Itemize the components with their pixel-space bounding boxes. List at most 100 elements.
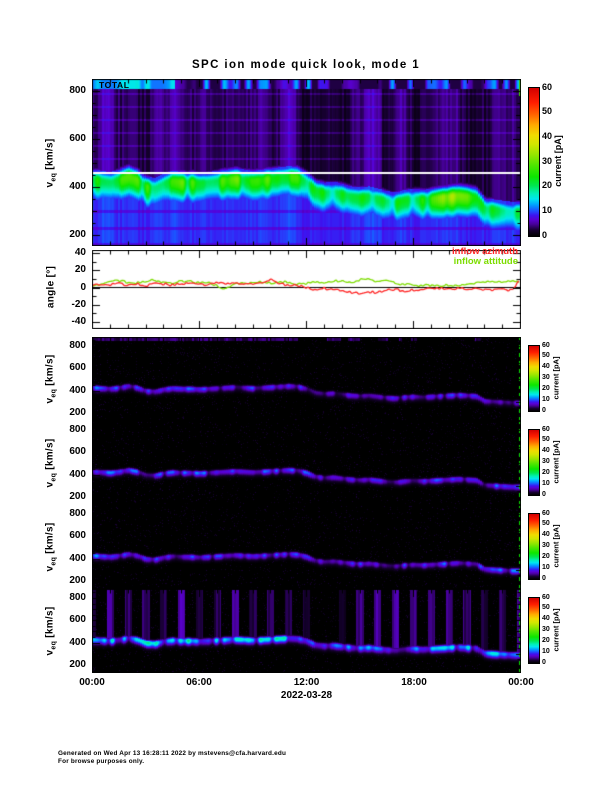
y-axis-label-veq: veq [km/s] (45, 439, 58, 488)
colorbar (528, 597, 540, 664)
y-axis-tick-label: 400 (69, 552, 86, 564)
angle-axis-tick-label: -40 (71, 316, 86, 327)
page-title: SPC ion mode quick look, mode 1 (191, 59, 421, 71)
colorbar (528, 87, 540, 237)
colorbar-tick-label: 40 (542, 447, 550, 455)
ylabel-sub: eq (50, 172, 58, 182)
colorbar-tick-label: 60 (542, 341, 550, 349)
colorbar-tick-label: 30 (542, 542, 550, 549)
y-axis-tick-label: 600 (69, 446, 86, 458)
ylabel-unit: [km/s] (44, 522, 56, 557)
angle-axis-tick-label: 20 (74, 264, 86, 276)
colorbar-tick-label: 40 (542, 130, 553, 141)
ylabel-sub: eq (50, 388, 58, 398)
y-axis-tick-label: 800 (69, 339, 86, 351)
panel-label-total: TOTAL (99, 80, 130, 90)
spectrogram-ion4-canvas (92, 589, 521, 673)
colorbar-tick-label: 60 (542, 425, 550, 433)
y-axis-tick-label: 200 (69, 406, 86, 418)
spectrogram-total-canvas (92, 79, 521, 246)
ylabel-unit: [km/s] (44, 606, 56, 641)
colorbar-label: current [pA] (553, 135, 563, 187)
ylabel-v: v (44, 397, 56, 404)
y-axis-tick-label: 200 (69, 658, 86, 670)
colorbar-tick-label: 40 (542, 615, 550, 623)
colorbar-tick-label: 20 (542, 636, 550, 644)
colorbar-tick-label: 50 (542, 436, 550, 444)
angle-axis-tick-label: 0 (80, 281, 86, 293)
colorbar-label: current [pA] (551, 356, 561, 399)
angle-axis-tick-label: 40 (74, 247, 86, 258)
footer-browse-line: For browse purposes only. (58, 757, 145, 765)
spectrogram-ion3-canvas (92, 505, 521, 589)
colorbar-tick-label: 50 (542, 106, 553, 117)
y-axis-label-veq: veq [km/s] (45, 355, 58, 404)
colorbar-tick-label: 20 (542, 384, 550, 392)
colorbar-tick-label: 50 (542, 352, 550, 360)
colorbar-tick-label: 20 (542, 552, 550, 560)
colorbar-label: current [pA] (551, 524, 561, 567)
colorbar-tick-label: 30 (542, 374, 550, 381)
colorbar-tick-label: 10 (542, 563, 550, 571)
y-axis-tick-label: 800 (69, 507, 86, 519)
colorbar (528, 513, 540, 580)
legend-inflow-azimuth: inflow azimuth (452, 246, 518, 257)
colorbar-tick-label: 60 (542, 593, 550, 601)
spectrogram-ion2-canvas (92, 421, 521, 505)
colorbar-tick-label: 40 (542, 363, 550, 371)
y-axis-tick-label: 600 (69, 133, 86, 145)
y-axis-tick-label: 200 (69, 228, 86, 240)
ylabel-sub: eq (50, 472, 58, 482)
colorbar-tick-label: 30 (542, 626, 550, 633)
spectrogram-ion1-canvas (92, 337, 521, 421)
colorbar-tick-label: 20 (542, 180, 553, 191)
ylabel-unit: [km/s] (44, 138, 56, 173)
ylabel-v: v (44, 649, 56, 656)
colorbar-tick-label: 50 (542, 520, 550, 528)
colorbar-tick-label: 0 (542, 658, 546, 666)
colorbar-tick-label: 10 (542, 647, 550, 655)
inflow-angle-canvas (92, 250, 521, 329)
y-axis-label-veq: veq [km/s] (45, 607, 58, 656)
ylabel-sub: eq (50, 556, 58, 566)
y-axis-tick-label: 800 (69, 423, 86, 435)
y-axis-tick-label: 600 (69, 362, 86, 374)
y-axis-label-veq: veq [km/s] (45, 523, 58, 572)
angle-axis-tick-label: -20 (71, 298, 86, 310)
colorbar-tick-label: 60 (542, 81, 553, 92)
y-axis-tick-label: 600 (69, 530, 86, 542)
colorbar-tick-label: 0 (542, 406, 546, 414)
y-axis-tick-label: 200 (69, 490, 86, 502)
colorbar-tick-label: 50 (542, 604, 550, 612)
colorbar-label: current [pA] (551, 440, 561, 483)
ylabel-unit: [km/s] (44, 354, 56, 389)
colorbar-tick-label: 10 (542, 479, 550, 487)
y-axis-tick-label: 400 (69, 636, 86, 648)
colorbar-tick-label: 60 (542, 509, 550, 517)
y-axis-tick-label: 400 (69, 468, 86, 480)
ylabel-unit: [km/s] (44, 438, 56, 473)
ylabel-v: v (44, 565, 56, 572)
x-tick-label-0600: 06:00 (186, 677, 212, 688)
colorbar-tick-label: 40 (542, 531, 550, 539)
y-axis-label-angle: angle [°] (45, 265, 57, 309)
y-axis-tick-label: 800 (69, 591, 86, 603)
x-tick-label-1200: 12:00 (293, 677, 320, 688)
legend-inflow-attitude: inflow attitude (453, 256, 518, 267)
y-axis-label-veq: veq [km/s] (45, 138, 58, 187)
colorbar-tick-label: 30 (542, 155, 553, 166)
x-tick-label-0000b: 00:00 (508, 677, 534, 688)
colorbar-tick-label: 20 (542, 468, 550, 476)
y-axis-tick-label: 400 (69, 180, 86, 192)
x-tick-label-0000a: 00:00 (79, 677, 105, 688)
x-tick-label-1800: 18:00 (401, 677, 427, 688)
colorbar-tick-label: 30 (542, 458, 550, 465)
y-axis-tick-label: 600 (69, 614, 86, 626)
colorbar-tick-label: 0 (542, 229, 548, 240)
colorbar-tick-label: 0 (542, 574, 546, 582)
y-axis-tick-label: 400 (69, 384, 86, 396)
colorbar-tick-label: 0 (542, 490, 546, 498)
ylabel-v: v (44, 481, 56, 488)
colorbar-tick-label: 10 (542, 395, 550, 403)
